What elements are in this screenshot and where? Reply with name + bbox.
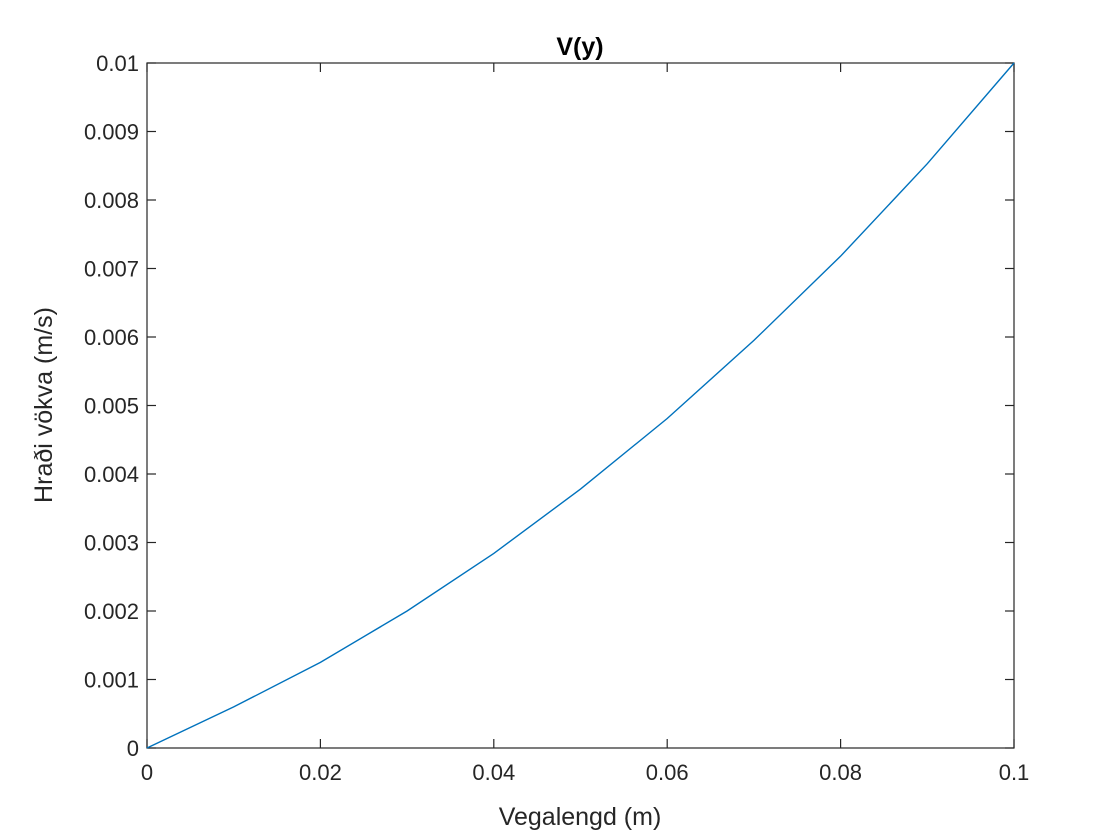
chart-title: V(y) — [556, 33, 603, 61]
x-tick-label: 0.04 — [472, 760, 515, 785]
y-tick-label: 0.009 — [84, 120, 139, 145]
y-tick-label: 0 — [127, 736, 139, 761]
x-tick-label: 0.1 — [999, 760, 1030, 785]
plot-area: 0 0.02 0.04 0.06 0.08 0.1 0 0.001 0.002 0.003 0.00… — [84, 51, 1029, 785]
y-axis-label: Hraði vökva (m/s) — [30, 307, 58, 503]
series-line — [146, 62, 1015, 749]
y-tick-label: 0.003 — [84, 531, 139, 556]
y-tick-label: 0.01 — [96, 51, 139, 76]
y-tick-label: 0.002 — [84, 599, 139, 624]
x-tick-label: 0.02 — [299, 760, 342, 785]
x-tick-label: 0.06 — [646, 760, 689, 785]
y-tick-label: 0.001 — [84, 668, 139, 693]
x-axis-label: Vegalengd (m) — [499, 803, 662, 831]
x-tick-label: 0 — [141, 760, 153, 785]
y-tick-label: 0.006 — [84, 325, 139, 350]
y-tick-label: 0.004 — [84, 462, 139, 487]
y-tick-label: 0.005 — [84, 394, 139, 419]
y-tick-label: 0.008 — [84, 188, 139, 213]
x-tick-label: 0.08 — [819, 760, 862, 785]
y-tick-label: 0.007 — [84, 257, 139, 282]
